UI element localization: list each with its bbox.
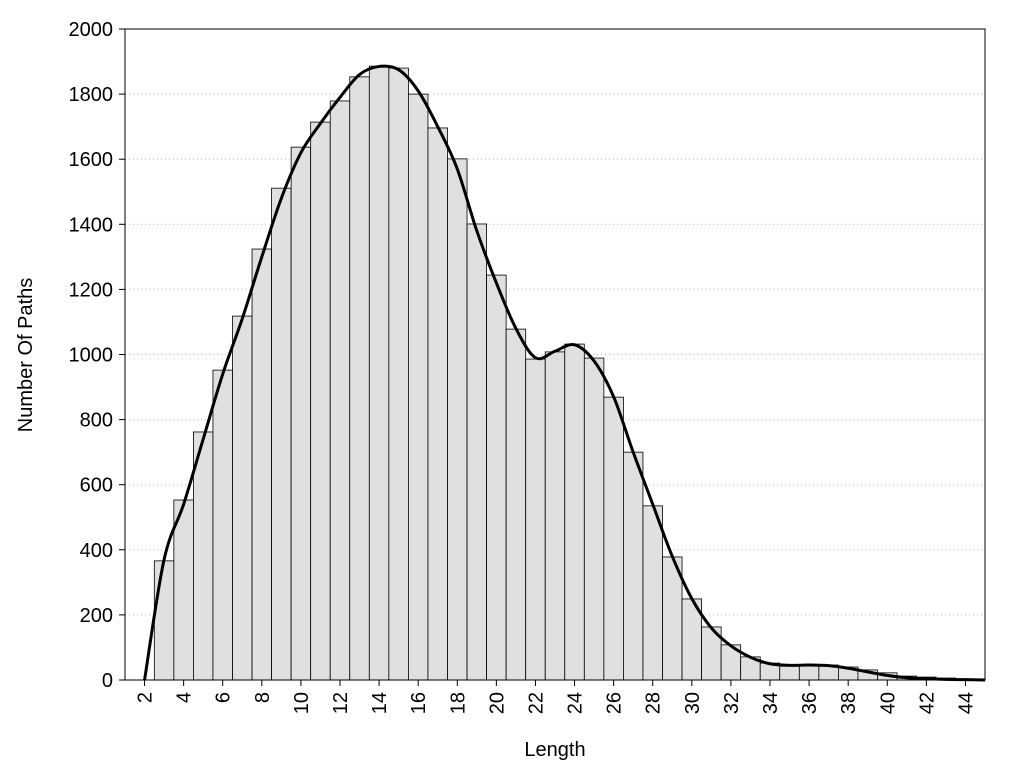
x-tick-label: 16: [408, 692, 430, 714]
x-tick-label: 4: [174, 692, 196, 703]
plot-frame: [124, 28, 986, 681]
bar: [798, 664, 820, 681]
x-tick-label: 8: [252, 692, 274, 703]
y-tick-label: 2000: [69, 19, 114, 41]
bar: [212, 369, 233, 681]
bar: [466, 223, 487, 681]
y-tick-label: 800: [80, 410, 113, 432]
x-tick-label: 20: [486, 692, 508, 714]
y-tick-label: 400: [80, 540, 113, 562]
x-tick-label: 18: [447, 692, 469, 714]
x-tick-label: 12: [330, 692, 352, 714]
bar: [642, 505, 663, 681]
bar: [271, 187, 292, 681]
bar: [388, 67, 409, 681]
x-tick-label: 6: [213, 692, 235, 703]
x-tick-label: 32: [721, 692, 743, 714]
y-tick-label: 200: [80, 605, 113, 627]
bar: [349, 76, 370, 681]
bar: [153, 560, 175, 681]
bar: [564, 343, 585, 681]
bar: [525, 358, 546, 681]
bar: [583, 357, 605, 681]
bar: [486, 274, 507, 681]
bar: [505, 328, 527, 681]
x-tick-label: 14: [369, 692, 391, 714]
x-tick-label: 44: [955, 692, 977, 714]
y-tick-label: 1600: [69, 149, 114, 171]
y-tick-label: 1800: [69, 84, 114, 106]
x-tick-label: 42: [916, 692, 938, 714]
y-axis-label: Number Of Paths: [15, 278, 37, 433]
bar: [623, 451, 644, 681]
bar: [290, 146, 312, 681]
x-tick-label: 34: [760, 692, 782, 714]
y-tick-label: 600: [80, 475, 113, 497]
bar: [173, 499, 194, 681]
bar: [368, 65, 390, 681]
bar: [310, 121, 331, 681]
x-tick-label: 22: [525, 692, 547, 714]
bar: [779, 664, 800, 681]
density-line: [143, 64, 986, 682]
x-tick-label: 26: [604, 692, 626, 714]
x-tick-label: 10: [291, 692, 313, 714]
x-tick-label: 30: [682, 692, 704, 714]
y-tick-label: 1000: [69, 345, 114, 367]
bar: [232, 315, 253, 681]
x-tick-label: 38: [838, 692, 860, 714]
bar: [427, 127, 448, 681]
x-tick-label: 36: [799, 692, 821, 714]
bar: [544, 351, 566, 681]
y-tick-label: 1200: [69, 279, 114, 301]
bar: [447, 158, 468, 681]
y-tick-label: 0: [102, 670, 113, 692]
bar: [408, 93, 429, 681]
bar: [329, 100, 351, 681]
bar: [603, 396, 624, 681]
x-axis-label: Length: [524, 739, 585, 761]
x-tick-label: 40: [877, 692, 899, 714]
x-tick-label: 28: [643, 692, 665, 714]
y-tick-label: 1400: [69, 214, 114, 236]
bar: [193, 431, 214, 681]
x-tick-label: 24: [565, 692, 587, 714]
bar: [251, 248, 272, 681]
x-tick-label: 2: [135, 692, 157, 703]
